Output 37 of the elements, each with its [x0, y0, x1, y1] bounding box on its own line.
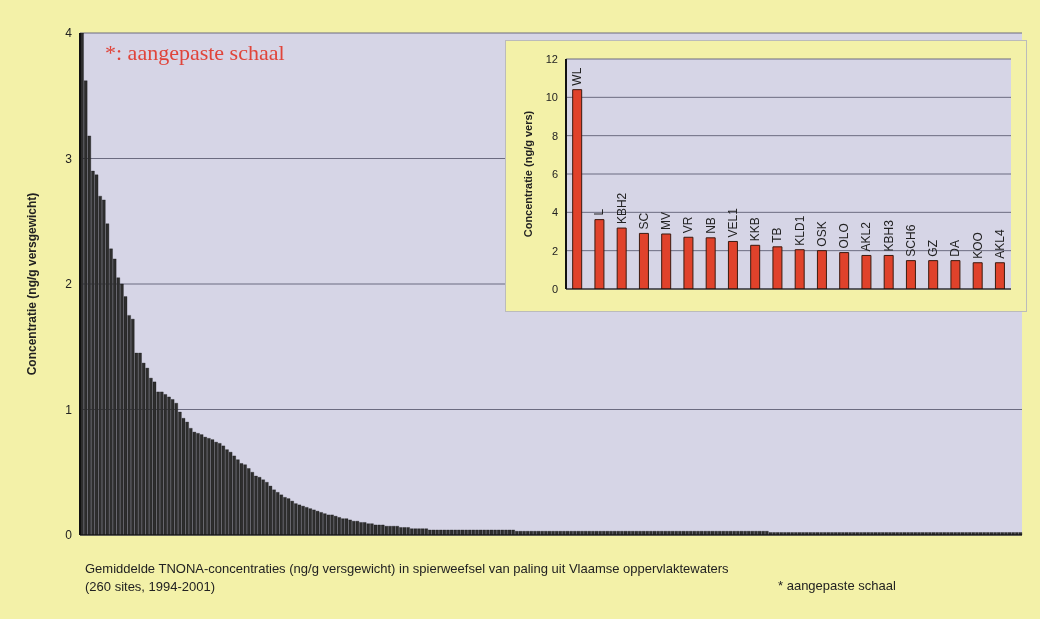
- text: Gemiddelde TNONA-concentraties (ng/g versgewicht) in spierweefsel van paling uit Vlaamse oppervlaktewaters (260 sites, 1994-2001): [85, 560, 730, 596]
- y-tick-label: 2: [551, 244, 558, 257]
- y-tick-label: 1: [65, 402, 73, 417]
- x-tick-label: KLD1: [792, 215, 807, 246]
- annotation: *: aangepaste schaal: [105, 40, 285, 66]
- x-tick-label: MV: [659, 211, 674, 230]
- y-tick-label: 12: [545, 52, 558, 65]
- x-tick-label: VEL1: [725, 207, 740, 238]
- x-tick-label: KBH2: [614, 192, 629, 225]
- text: * aangepaste schaal: [778, 578, 896, 593]
- x-tick-label: OLO: [837, 223, 852, 249]
- x-tick-label: KBH3: [881, 219, 896, 252]
- y-axis-title: Concentratie (ng/g versgewicht): [25, 192, 40, 376]
- x-tick-label: SCH6: [903, 224, 918, 257]
- y-tick-label: 4: [551, 206, 558, 219]
- x-tick-label: VR: [681, 216, 696, 234]
- y-axis-title: Concentratie (ng/g vers): [521, 110, 534, 238]
- y-tick-label: 0: [551, 282, 558, 295]
- y-tick-label: 8: [551, 129, 558, 142]
- y-tick-label: 2: [65, 277, 73, 292]
- x-tick-label: KKB: [748, 217, 763, 242]
- x-tick-label: KOO: [970, 232, 985, 259]
- x-tick-label: L: [592, 208, 607, 216]
- x-tick-label: GZ: [926, 239, 941, 257]
- y-tick-label: 6: [551, 167, 558, 180]
- y-tick-label: 10: [545, 91, 558, 104]
- y-tick-label: 3: [65, 151, 73, 166]
- y-tick-label: 0: [65, 528, 73, 543]
- x-tick-label: OSK: [814, 221, 829, 247]
- y-tick-label: 4: [65, 26, 73, 41]
- x-tick-label: TB: [770, 227, 785, 243]
- x-tick-label: SC: [636, 212, 651, 230]
- x-tick-label: WL: [570, 67, 585, 86]
- x-tick-label: NB: [703, 217, 718, 234]
- x-tick-label: AKL2: [859, 221, 874, 252]
- x-tick-label: AKL4: [992, 229, 1007, 259]
- x-tick-label: DA: [948, 239, 963, 257]
